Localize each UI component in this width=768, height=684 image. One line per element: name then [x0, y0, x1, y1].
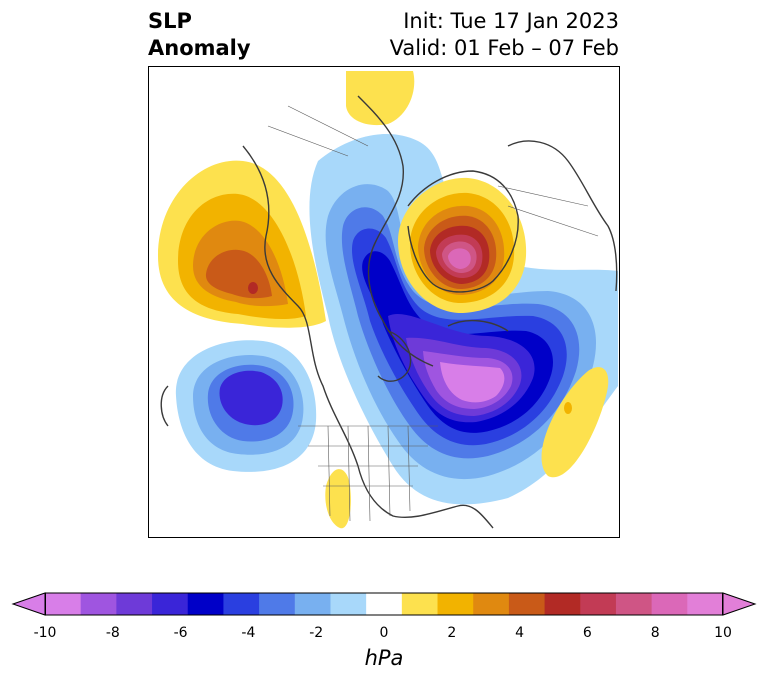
title-left: SLP Anomaly [148, 8, 251, 62]
sw-us-weak-ridge [325, 469, 351, 529]
colorbar-tick-label: -4 [241, 625, 256, 641]
colorbar-segment [187, 593, 224, 615]
colorbar-segment [544, 593, 581, 615]
colorbar-tick-label: 6 [582, 625, 592, 641]
colorbar-extend-high [722, 592, 757, 616]
colorbar-extend-low [11, 592, 46, 616]
map-border [148, 66, 620, 538]
colorbar-tick-label: 0 [379, 625, 389, 641]
colorbar-segment [80, 593, 117, 615]
colorbar-segment [152, 593, 189, 615]
alaska-ridge [158, 160, 326, 328]
canada-weak-ridge [346, 71, 415, 126]
colorbar-segment [508, 593, 546, 615]
pacific-low [175, 340, 317, 472]
colorbar-tick-label: -8 [105, 625, 120, 641]
valid-range: Valid: 01 Feb – 07 Feb [389, 36, 619, 60]
coastlines [160, 95, 618, 529]
colorbar-segment [687, 593, 724, 615]
colorbar-segment [294, 593, 331, 615]
colorbar-tick-label: 8 [650, 625, 660, 641]
colorbar-tick-label: 2 [447, 625, 457, 641]
colorbar-segment [45, 593, 82, 615]
title-subvariable: Anomaly [148, 36, 251, 60]
colorbar-segments [45, 593, 724, 615]
colorbar [11, 592, 757, 616]
colorbar-segment [401, 593, 439, 615]
colorbar-tick-label: -2 [309, 625, 324, 641]
colorbar-outline [45, 592, 723, 616]
init-date: Init: Tue 17 Jan 2023 [403, 9, 619, 33]
colorbar-segment [651, 593, 688, 615]
colorbar-tick-label: -10 [33, 625, 57, 641]
colorbar-segment [259, 593, 296, 615]
east-atlantic-ridge [541, 367, 609, 478]
colorbar-segment [615, 593, 653, 615]
atlantic-trough [309, 133, 618, 505]
title-right: Init: Tue 17 Jan 2023 Valid: 01 Feb – 07… [390, 8, 619, 62]
colorbar-tick-label: 4 [515, 625, 525, 641]
colorbar-segment [580, 593, 617, 615]
colorbar-segment [473, 593, 510, 615]
political-borders [267, 105, 599, 522]
colorbar-segment [366, 593, 403, 615]
colorbar-segment [330, 593, 367, 615]
colorbar-unit: hPa [364, 646, 404, 670]
colorbar-tick-label: 10 [714, 625, 732, 641]
colorbar-segment [116, 593, 153, 615]
slp-anomaly-map [148, 66, 620, 538]
map-panel [148, 66, 620, 538]
colorbar-segment [223, 593, 260, 615]
colorbar-tick-label: -6 [173, 625, 188, 641]
colorbar-segment [437, 593, 474, 615]
title-variable: SLP [148, 9, 192, 33]
